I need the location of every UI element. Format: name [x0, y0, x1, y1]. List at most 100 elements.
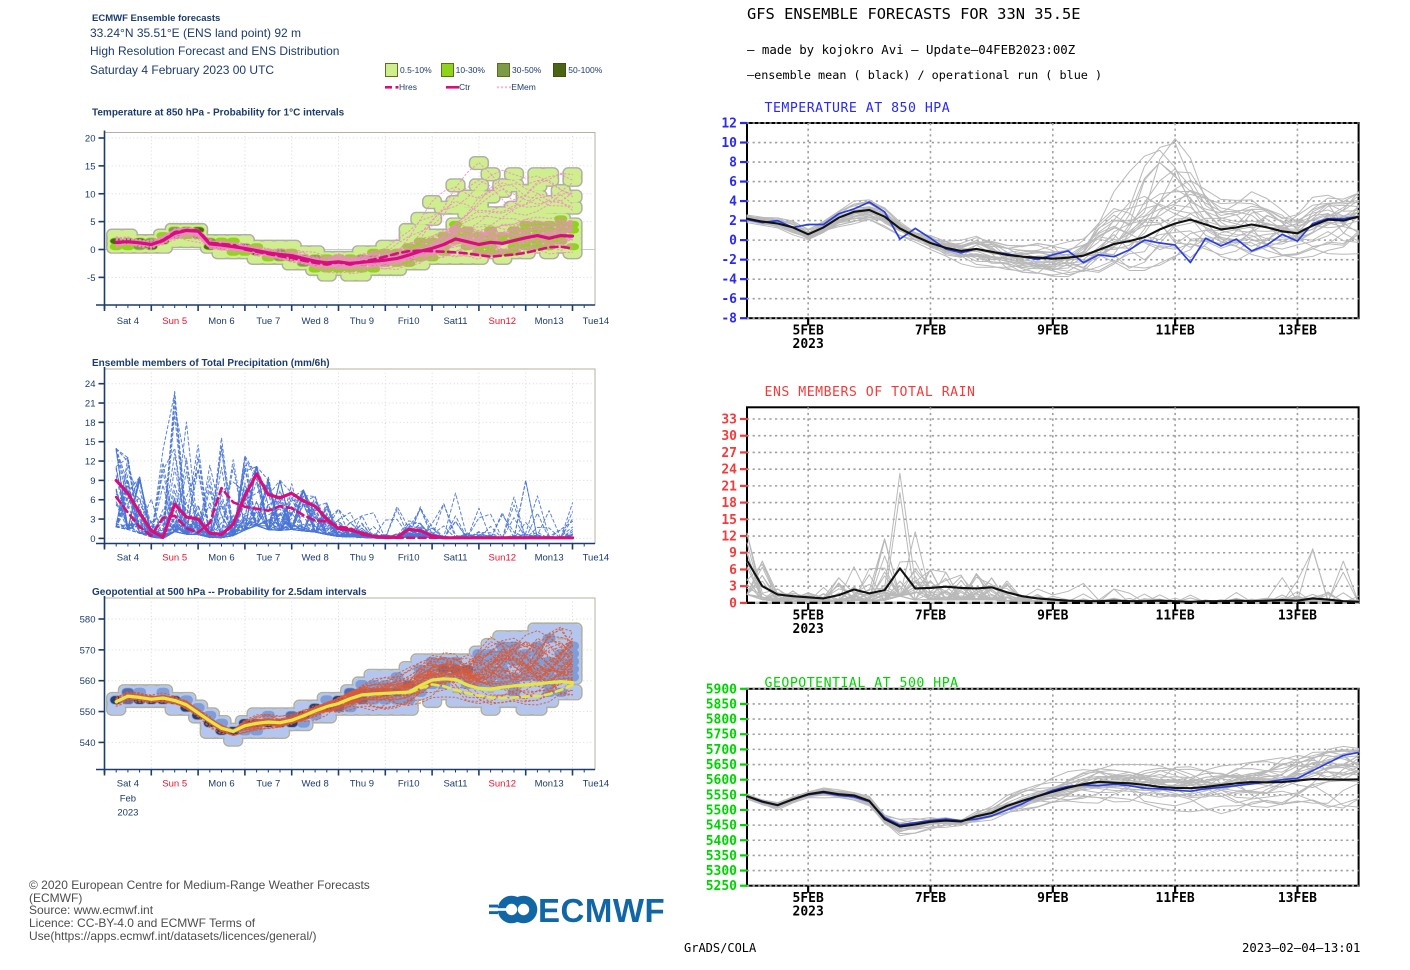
legend-label-ctr: Ctr [458, 82, 471, 92]
x-tick-label: Sun 5 [162, 553, 187, 564]
x-tick-label: Thu 9 [350, 779, 374, 790]
y-tick-label: 12 [721, 530, 737, 545]
hres-dash [385, 86, 392, 89]
y-tick-label: 0 [729, 234, 737, 249]
copyright-line-4: Licence: CC-BY-4.0 and ECMWF Terms of [29, 916, 256, 931]
y-tick-label: 5450 [706, 819, 737, 834]
chart-title: Ensemble members of Total Precipitation … [92, 358, 330, 369]
y-tick-label: 3 [729, 580, 737, 595]
y-tick-label: 5600 [706, 773, 737, 788]
y-tick-label: 540 [80, 738, 96, 749]
logo-bar-top [489, 904, 498, 908]
x-tick-label: Tue 7 [256, 779, 280, 790]
ensemble-member-line [115, 231, 573, 267]
y-tick-label: 0 [90, 245, 95, 256]
x-tick-label: 7FEB [915, 324, 946, 339]
x-tick-label: Sun12 [489, 779, 516, 790]
y-tick-label: -8 [721, 312, 737, 327]
x-tick-label: Tue 7 [256, 316, 280, 327]
x-tick-label: 9FEB [1037, 608, 1068, 623]
y-tick-label: 30 [721, 429, 737, 444]
x-tick-label: 13FEB [1278, 324, 1317, 339]
y-tick-label: 6 [90, 495, 95, 506]
x-tick-label: Sun12 [489, 316, 516, 327]
legend-label-3: 30-50% [511, 65, 542, 75]
copyright-line-1: © 2020 European Centre for Medium-Range … [29, 878, 370, 892]
legend-row: Hres Ctr EMem [385, 82, 536, 92]
ecmwf-brand-title: ECMWF Ensemble forecasts [92, 13, 221, 24]
x-year-label: 2023 [793, 337, 824, 352]
gfs-title: GFS ENSEMBLE FORECASTS FOR 33N 35.5E [747, 5, 1081, 23]
probability-cell [542, 633, 556, 643]
y-tick-label: 0 [729, 596, 737, 611]
x-tick-label: 13FEB [1278, 608, 1317, 623]
x-tick-label: 9FEB [1037, 891, 1068, 906]
plot-timestamp: 2023–02–04–13:01 [1242, 941, 1361, 955]
x-tick-label: Tue14 [583, 553, 610, 564]
y-tick-label: 5350 [706, 849, 737, 864]
x-year-label: 2023 [793, 622, 824, 637]
ecmwf-probability-legend: 0.5-10% 10-30% 30-50% 50-100% [385, 63, 602, 77]
chart-title: ENS MEMBERS OF TOTAL RAIN [765, 385, 976, 400]
emem-dot [497, 86, 500, 89]
legend-label-emem: EMem [511, 82, 536, 92]
ensemble-member-line [115, 231, 573, 274]
y-tick-label: 15 [721, 513, 737, 528]
y-tick-label: 10 [85, 189, 96, 200]
x-tick-label: Mon 6 [208, 316, 234, 327]
x-tick-label: Wed 8 [301, 316, 328, 327]
ensemble-member-line [115, 222, 573, 264]
y-tick-label: 2 [729, 214, 737, 229]
x-tick-label: Wed 8 [301, 779, 328, 790]
chart-title: Geopotential at 500 hPa -- Probability f… [92, 587, 367, 598]
ecmwf_precip-chart: Ensemble members of Total Precipitation … [85, 358, 609, 564]
y-tick-label: 5250 [706, 879, 737, 894]
y-tick-label: 560 [80, 676, 96, 687]
ecmwf-location: 33.24°N 35.51°E (ENS land point) 92 m [90, 25, 302, 40]
legend-label-1: 0.5-10% [400, 65, 432, 75]
legend-label-4: 50-100% [568, 65, 603, 75]
ecmwf-basetime: Saturday 4 February 2023 00 UTC [90, 62, 275, 77]
y-tick-label: 6 [729, 563, 737, 578]
probability-cell-outline [468, 156, 490, 171]
legend-row: 0.5-10% 10-30% 30-50% 50-100% [385, 63, 602, 77]
x-tick-label: 11FEB [1156, 324, 1195, 339]
chart-title: TEMPERATURE AT 850 HPA [765, 101, 951, 116]
x-tick-label: Sat11 [443, 316, 467, 327]
x-tick-label: Sat 4 [117, 779, 139, 790]
ecmwf_geopot-chart: Geopotential at 500 hPa -- Probability f… [80, 587, 610, 819]
x-tick-label: Sun12 [489, 553, 516, 564]
ensemble-member-line [115, 162, 573, 264]
y-tick-label: 15 [85, 437, 96, 448]
x-tick-label: Fri10 [398, 779, 420, 790]
y-tick-label: 15 [85, 161, 96, 172]
hres-line-sample [385, 86, 399, 89]
x-tick-label: Fri10 [398, 553, 420, 564]
probability-cell-outline [480, 167, 501, 182]
ensemble-member-line [115, 215, 573, 266]
probability-cell [563, 624, 582, 638]
x-tick-label: 9FEB [1037, 324, 1068, 339]
x-tick-label: 11FEB [1156, 891, 1195, 906]
x-tick-label: 7FEB [915, 608, 946, 623]
ensemble-member-line [115, 216, 573, 269]
x-tick-label: Tue14 [583, 779, 610, 790]
ecmwf-line-legend: Hres Ctr EMem [385, 82, 536, 92]
y-tick-label: 5900 [706, 682, 737, 697]
y-tick-label: 580 [80, 615, 96, 626]
x-tick-label: Thu 9 [350, 316, 374, 327]
y-tick-label: 0 [90, 534, 95, 545]
logo-slit [493, 908, 512, 911]
emem-dot [505, 86, 508, 89]
y-tick-label: 12 [721, 117, 737, 132]
y-tick-label: 20 [85, 134, 96, 145]
legend-swatch-3 [496, 63, 510, 77]
x-tick-label: 11FEB [1156, 608, 1195, 623]
y-tick-label: 5500 [706, 803, 737, 818]
y-tick-label: 24 [721, 463, 737, 478]
ecmwf-product: High Resolution Forecast and ENS Distrib… [90, 44, 340, 58]
y-tick-label: 18 [721, 496, 737, 511]
probability-cell [446, 179, 465, 191]
x-tick-label: Tue 7 [256, 553, 280, 564]
copyright-line-5: Use(https://apps.ecmwf.int/datasets/lice… [29, 928, 317, 943]
